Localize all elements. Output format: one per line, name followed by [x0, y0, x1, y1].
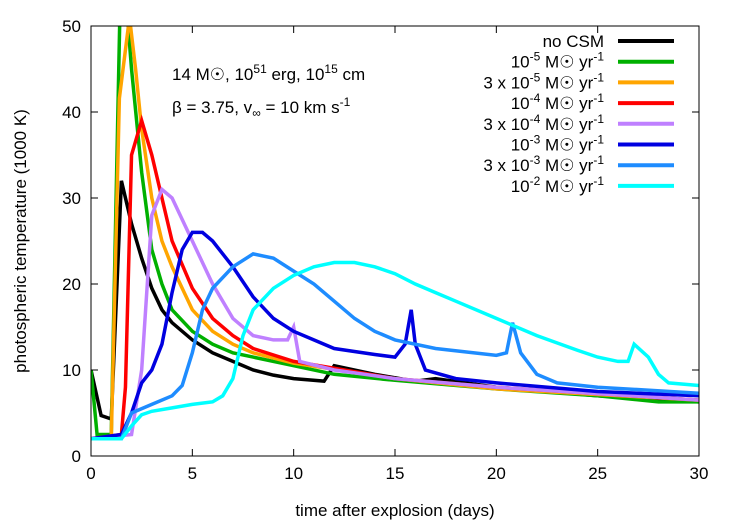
series-line-4 — [91, 186, 699, 441]
legend-label-3: 10-4​ M☉ yr-1​ — [511, 91, 605, 113]
x-tick-label: 0 — [86, 464, 95, 483]
y-tick-label: 50 — [62, 17, 81, 36]
x-tick-label: 15 — [386, 464, 405, 483]
annotation-line-2: β = 3.75, v∞​ = 10 km s-1​ — [172, 95, 351, 120]
series-line-7 — [91, 260, 699, 441]
x-tick-label: 30 — [690, 464, 709, 483]
legend-label-0: no CSM — [543, 32, 604, 51]
legend-label-6: 3 x 10-3​ M☉ yr-1​ — [483, 153, 604, 175]
x-tick-label: 5 — [188, 464, 197, 483]
legend-label-4: 3 x 10-4​ M☉ yr-1​ — [483, 112, 604, 134]
y-tick-label: 30 — [62, 189, 81, 208]
x-tick-label: 10 — [284, 464, 303, 483]
legend-label-1: 10-5​ M☉ yr-1​ — [511, 50, 605, 72]
legend-label-2: 3 x 10-5​ M☉ yr-1​ — [483, 70, 604, 92]
y-tick-label: 40 — [62, 103, 81, 122]
x-tick-label: 25 — [588, 464, 607, 483]
y-axis-label: photospheric temperature (1000 K) — [11, 109, 30, 373]
x-axis-label: time after explosion (days) — [295, 501, 494, 520]
y-tick-label: 0 — [72, 447, 81, 466]
legend-label-7: 10-2​ M☉ yr-1​ — [511, 174, 605, 196]
series-line-5 — [91, 230, 699, 441]
y-tick-label: 10 — [62, 361, 81, 380]
series-line-6 — [91, 252, 699, 441]
x-tick-label: 20 — [487, 464, 506, 483]
legend-label-5: 10-3​ M☉ yr-1​ — [511, 133, 605, 155]
y-tick-label: 20 — [62, 275, 81, 294]
annotation-line-1: 14 M☉, 1051​ erg, 1015​ cm — [172, 62, 365, 84]
